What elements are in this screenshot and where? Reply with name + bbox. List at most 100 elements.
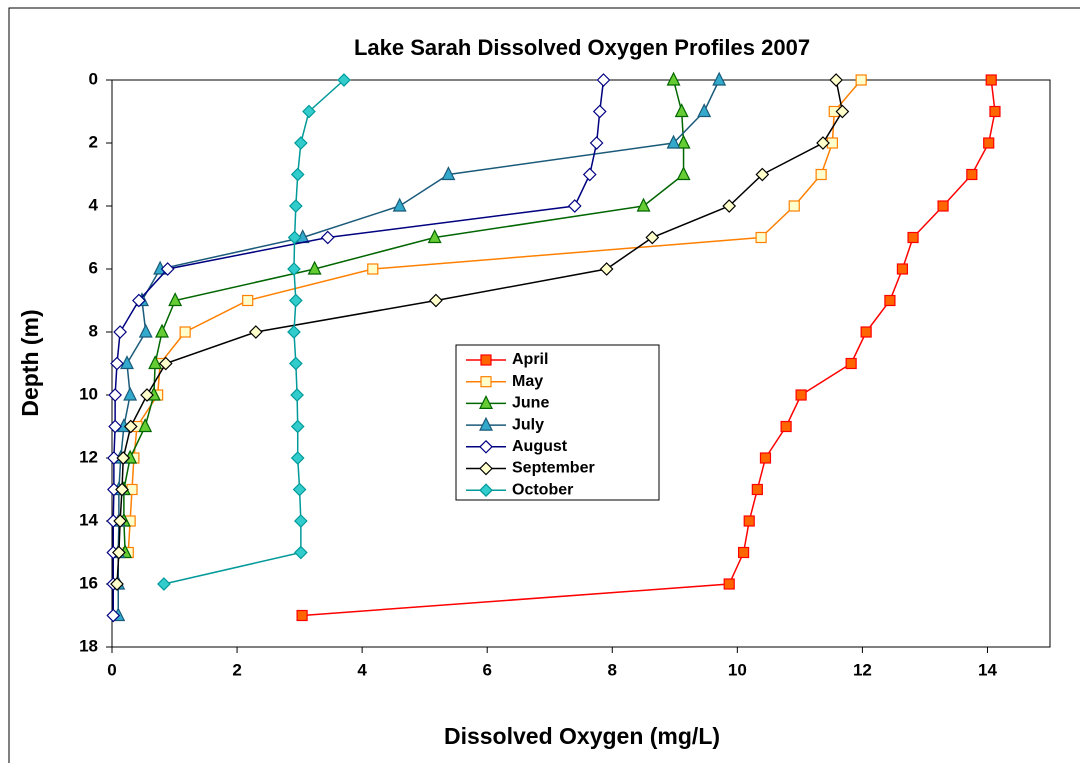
- marker: [441, 166, 456, 181]
- marker: [755, 231, 767, 244]
- marker: [589, 136, 604, 150]
- marker: [242, 294, 254, 307]
- marker: [113, 514, 127, 528]
- marker: [937, 200, 949, 212]
- marker: [896, 263, 909, 275]
- marker: [835, 104, 850, 119]
- x-tick-label: 4: [357, 660, 367, 679]
- x-axis-label: Dissolved Oxygen (mg/L): [444, 723, 720, 749]
- marker: [676, 134, 691, 149]
- marker: [759, 452, 772, 464]
- marker: [592, 104, 607, 119]
- marker: [429, 293, 443, 308]
- marker: [138, 418, 153, 433]
- marker: [816, 136, 830, 150]
- marker: [287, 230, 302, 245]
- marker: [157, 577, 171, 591]
- marker: [290, 167, 305, 182]
- marker: [479, 416, 493, 431]
- marker: [697, 103, 712, 118]
- y-tick-label: 16: [79, 573, 98, 592]
- marker: [294, 514, 308, 528]
- marker: [110, 356, 124, 371]
- marker: [722, 199, 737, 213]
- series-line: [123, 79, 685, 553]
- x-tick-label: 12: [853, 660, 872, 679]
- y-tick-label: 0: [89, 69, 98, 88]
- marker: [966, 168, 978, 181]
- marker: [829, 73, 843, 87]
- marker: [755, 167, 770, 182]
- marker: [110, 577, 124, 591]
- marker: [294, 136, 308, 150]
- marker: [666, 134, 681, 149]
- marker: [168, 292, 183, 307]
- marker: [751, 483, 763, 496]
- y-axis-label: Depth (m): [17, 309, 43, 416]
- y-tick-label: 2: [89, 132, 98, 151]
- series-line: [127, 79, 862, 553]
- marker: [989, 105, 1001, 118]
- chart-title: Lake Sarah Dissolved Oxygen Profiles 200…: [354, 35, 810, 60]
- x-tick-label: 10: [728, 660, 747, 679]
- marker: [287, 325, 301, 339]
- marker: [307, 260, 322, 275]
- marker: [123, 386, 138, 401]
- marker: [123, 419, 138, 434]
- marker: [582, 167, 597, 182]
- marker: [288, 356, 303, 371]
- marker: [795, 389, 807, 401]
- legend-label: October: [512, 481, 573, 498]
- marker: [296, 609, 308, 622]
- y-tick-label: 14: [79, 510, 98, 529]
- y-tick-label: 8: [89, 321, 98, 340]
- x-tick-label: 0: [107, 660, 116, 679]
- marker: [106, 608, 121, 623]
- marker: [479, 439, 493, 454]
- marker: [676, 166, 691, 181]
- marker: [148, 355, 163, 370]
- marker: [155, 323, 169, 338]
- marker: [884, 294, 896, 307]
- marker: [288, 293, 303, 308]
- marker: [479, 395, 493, 409]
- marker: [160, 262, 175, 276]
- marker: [287, 262, 301, 276]
- legend-label: June: [512, 395, 549, 412]
- marker: [636, 197, 651, 212]
- marker: [596, 73, 611, 87]
- marker: [158, 356, 173, 371]
- marker: [248, 325, 263, 339]
- marker: [337, 73, 351, 87]
- marker: [666, 71, 681, 86]
- y-tick-label: 6: [89, 258, 98, 277]
- marker: [674, 103, 689, 118]
- marker: [723, 578, 735, 590]
- marker: [860, 326, 872, 338]
- marker: [294, 545, 308, 560]
- marker: [392, 197, 407, 212]
- marker: [120, 355, 134, 370]
- marker: [138, 323, 153, 338]
- y-tick-label: 18: [79, 636, 98, 655]
- marker: [480, 376, 492, 388]
- marker: [290, 451, 305, 465]
- marker: [179, 326, 191, 338]
- legend-label: September: [512, 460, 595, 477]
- marker: [367, 263, 379, 275]
- y-tick-label: 12: [79, 447, 98, 466]
- y-tick-label: 10: [79, 384, 98, 403]
- marker: [112, 545, 126, 560]
- marker: [320, 230, 335, 245]
- marker: [788, 200, 800, 212]
- legend-label: May: [512, 373, 543, 390]
- marker: [599, 262, 614, 276]
- marker: [815, 168, 827, 181]
- marker: [140, 388, 154, 402]
- marker: [855, 74, 867, 86]
- marker: [479, 461, 493, 476]
- marker: [132, 293, 146, 308]
- marker: [737, 546, 750, 559]
- legend-label: April: [512, 351, 548, 368]
